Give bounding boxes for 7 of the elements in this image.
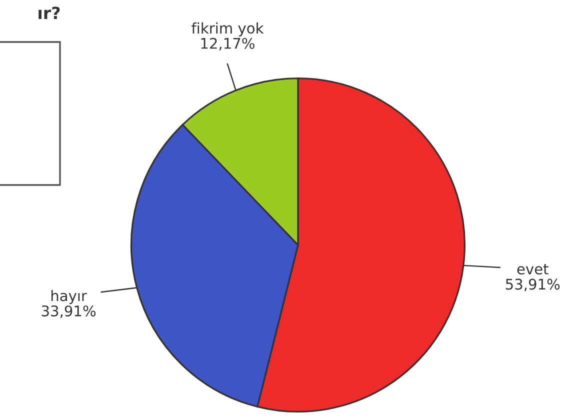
data-label: 12,17% [201, 38, 254, 50]
slice-label: hayır [51, 290, 87, 304]
slice-label: fikrim yok [192, 22, 264, 36]
slice-label: evet [517, 264, 548, 274]
data-label: 33,91% [42, 305, 96, 318]
chart-title: ır? [38, 6, 60, 19]
data-label: 53,91% [506, 278, 560, 292]
